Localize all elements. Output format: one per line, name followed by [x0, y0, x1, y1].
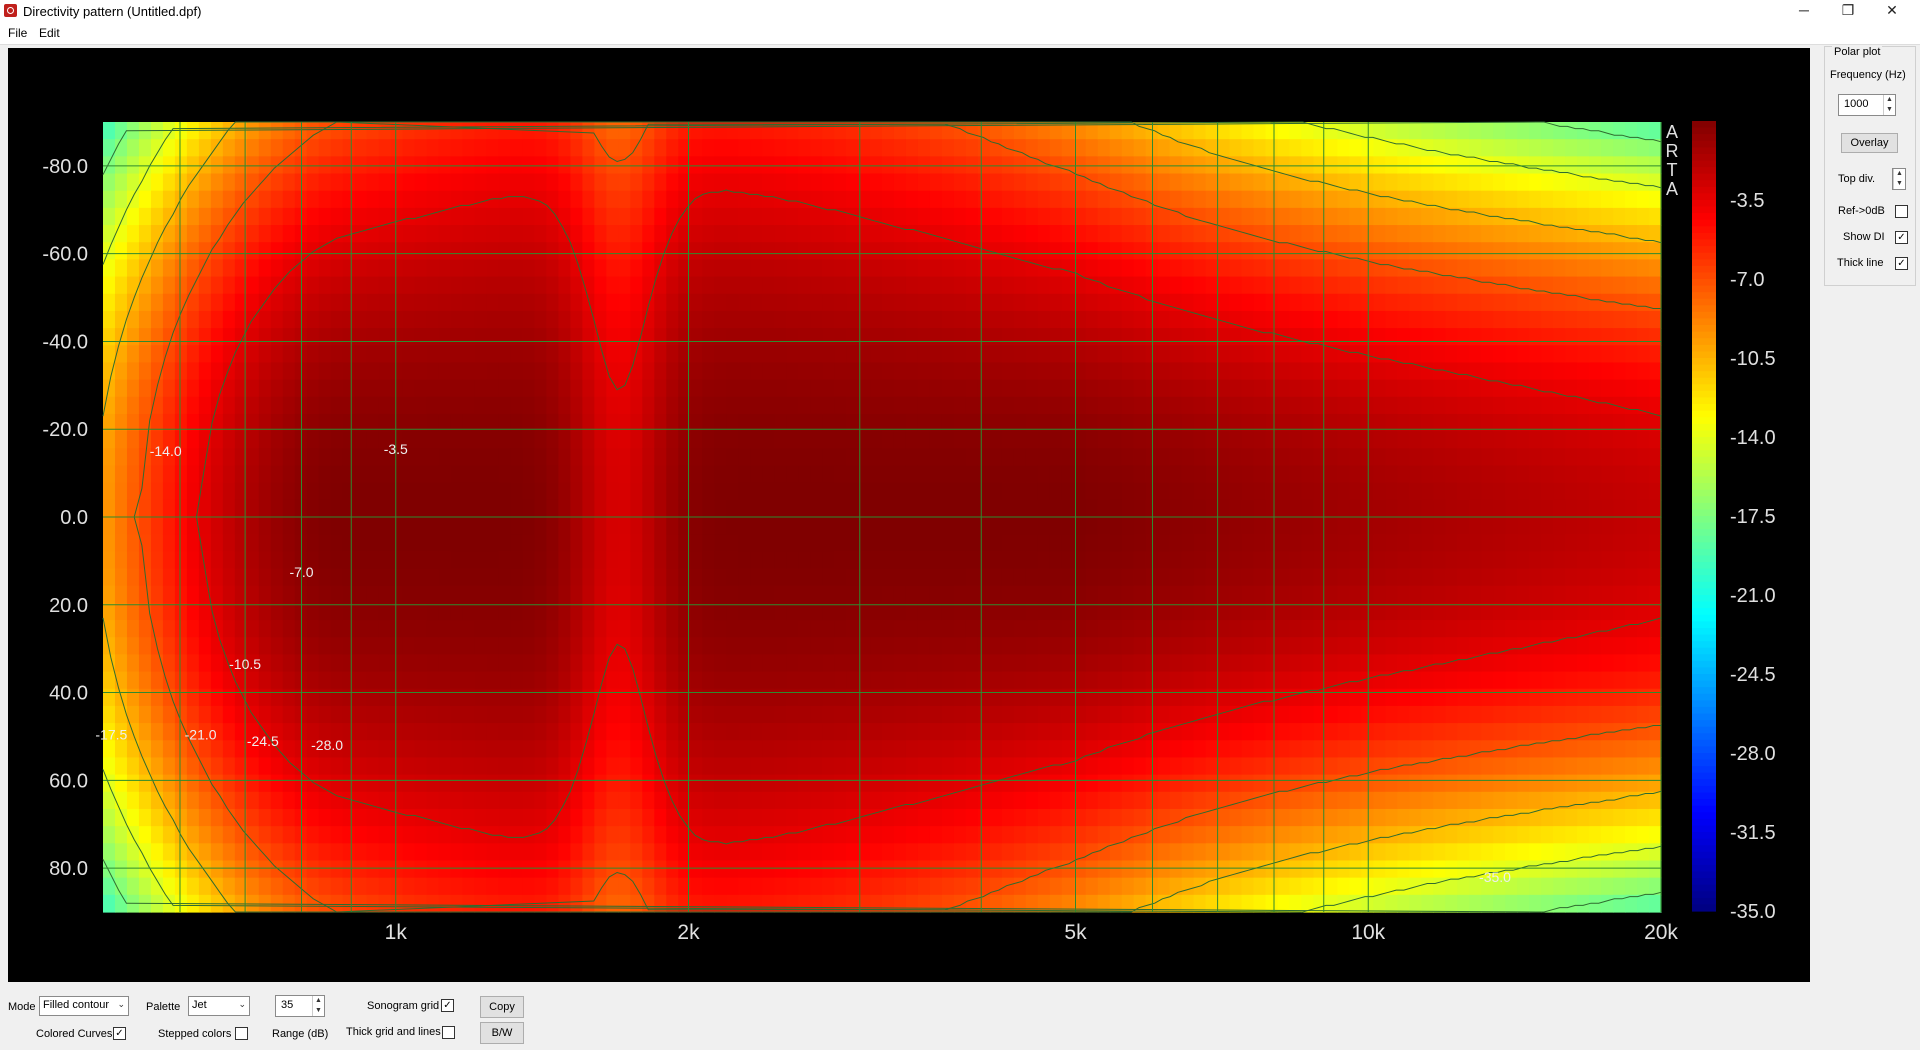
palette-select[interactable]: Jet ⌄ [188, 996, 250, 1016]
thick-grid-checkbox[interactable] [442, 1026, 455, 1039]
bottom-controls: Mode Filled contour ⌄ Palette Jet ⌄ 35 ▲… [0, 984, 1920, 1050]
menu-file[interactable]: File [8, 26, 28, 40]
y-tick-label: -20.0 [42, 419, 88, 441]
arta-watermark-letter: A [1666, 122, 1678, 142]
show-di-checkbox[interactable]: ✓ [1895, 231, 1908, 244]
plot-grid [103, 122, 1662, 912]
mode-select[interactable]: Filled contour ⌄ [39, 996, 129, 1016]
x-tick-label: 20k [1644, 921, 1678, 944]
mode-label: Mode [8, 1001, 36, 1013]
colorbar [1692, 121, 1716, 912]
colored-curves-label: Colored Curves [36, 1028, 113, 1040]
spin-down-icon[interactable]: ▼ [1893, 179, 1905, 189]
range-label: Range (dB) [272, 1028, 329, 1040]
polar-plot-group [1824, 46, 1916, 286]
colorbar-tick-label: -14.0 [1730, 427, 1776, 449]
colorbar-tick-label: -35.0 [1730, 901, 1776, 923]
minimize-button[interactable]: ─ [1799, 2, 1809, 18]
range-spinner[interactable]: 35 ▲ ▼ [275, 995, 325, 1017]
sonogram-grid-checkbox[interactable]: ✓ [441, 999, 454, 1012]
x-tick-label: 10k [1351, 921, 1385, 944]
range-value: 35 [281, 999, 294, 1011]
chevron-down-icon: ⌄ [238, 999, 246, 1009]
contour-label: -3.5 [384, 441, 408, 457]
top-div-label: Top div. [1838, 173, 1876, 185]
menu-edit[interactable]: Edit [39, 26, 60, 40]
directivity-plot[interactable]: -80.0 -60.0 -40.0 -20.0 0.0 20.0 40.0 60.0 80.0 1… [8, 48, 1810, 982]
polar-plot-panel: Polar plot Frequency (Hz) 1000 ▲ ▼ Overl… [1824, 46, 1918, 286]
contour-label: -28.0 [311, 737, 343, 753]
contour-label: -17.5 [95, 726, 127, 742]
x-tick-label: 2k [677, 921, 700, 944]
heatmap-field [103, 122, 1662, 913]
stepped-colors-checkbox[interactable] [235, 1027, 248, 1040]
y-tick-label: -60.0 [42, 244, 88, 266]
x-tick-label: 1k [385, 921, 408, 944]
chevron-down-icon: ⌄ [117, 999, 125, 1009]
colorbar-tick-label: -7.0 [1730, 269, 1764, 291]
spin-up-icon[interactable]: ▲ [1883, 95, 1895, 105]
contour-lines [102, 121, 1662, 913]
contour-label: -14.0 [150, 443, 182, 459]
copy-button[interactable]: Copy [480, 996, 524, 1018]
stepped-colors-label: Stepped colors [158, 1028, 232, 1040]
thick-line-checkbox[interactable]: ✓ [1895, 257, 1908, 270]
colorbar-tick-label: -28.0 [1730, 743, 1776, 765]
palette-value: Jet [192, 999, 207, 1011]
thick-line-label: Thick line [1837, 257, 1884, 269]
top-div-spinner[interactable]: ▲ ▼ [1892, 168, 1906, 190]
polar-plot-group-label: Polar plot [1832, 46, 1883, 58]
thick-grid-label: Thick grid and lines [346, 1026, 441, 1038]
menu-bar: File Edit [0, 22, 1920, 45]
y-tick-label: -40.0 [42, 331, 88, 353]
frequency-label: Frequency (Hz) [1830, 69, 1906, 81]
y-tick-label: 0.0 [60, 507, 88, 529]
arta-watermark-letter: T [1667, 160, 1678, 180]
plot-canvas: -80.0 -60.0 -40.0 -20.0 0.0 20.0 40.0 60.0 80.0 1… [42, 121, 1776, 944]
overlay-button[interactable]: Overlay [1841, 133, 1898, 153]
palette-label: Palette [146, 1001, 181, 1013]
colorbar-tick-label: -21.0 [1730, 585, 1776, 607]
y-tick-label: 20.0 [49, 595, 88, 617]
y-tick-label: 80.0 [49, 858, 88, 880]
window-title: Directivity pattern (Untitled.dpf) [23, 4, 202, 19]
mode-value: Filled contour [43, 999, 110, 1011]
frequency-spinner[interactable]: 1000 ▲ ▼ [1838, 94, 1896, 116]
title-bar: Directivity pattern (Untitled.dpf) ─ ❐ ✕ [0, 0, 1920, 22]
x-tick-label: 5k [1064, 921, 1087, 944]
colorbar-tick-label: -24.5 [1730, 664, 1776, 686]
contour-label: -7.0 [289, 564, 313, 580]
colorbar-tick-label: -10.5 [1730, 348, 1776, 370]
spin-up-icon[interactable]: ▲ [312, 996, 324, 1006]
restore-button[interactable]: ❐ [1841, 2, 1855, 18]
contour-label: -21.0 [185, 726, 217, 742]
sonogram-grid-label: Sonogram grid [367, 1000, 440, 1012]
ref-0db-label: Ref->0dB [1838, 205, 1885, 217]
y-tick-label: 60.0 [49, 770, 88, 792]
arta-app-icon [4, 4, 17, 17]
colorbar-tick-label: -17.5 [1730, 506, 1776, 528]
spin-up-icon[interactable]: ▲ [1893, 169, 1905, 179]
spin-down-icon[interactable]: ▼ [312, 1006, 324, 1016]
frequency-value: 1000 [1844, 98, 1869, 110]
ref-0db-checkbox[interactable] [1895, 205, 1908, 218]
contour-label: -10.5 [229, 656, 261, 672]
close-button[interactable]: ✕ [1886, 2, 1898, 18]
colorbar-tick-label: -31.5 [1730, 822, 1776, 844]
colorbar-tick-label: -3.5 [1730, 190, 1764, 212]
bw-button[interactable]: B/W [480, 1022, 524, 1044]
contour-label: -24.5 [247, 733, 279, 749]
y-tick-label: 40.0 [49, 683, 88, 705]
arta-watermark-letter: A [1666, 179, 1678, 199]
y-tick-label: -80.0 [42, 156, 88, 178]
contour-label: -35.0 [1479, 869, 1511, 885]
show-di-label: Show DI [1843, 231, 1885, 243]
spin-down-icon[interactable]: ▼ [1883, 105, 1895, 115]
colored-curves-checkbox[interactable]: ✓ [113, 1027, 126, 1040]
arta-watermark-letter: R [1666, 141, 1679, 161]
